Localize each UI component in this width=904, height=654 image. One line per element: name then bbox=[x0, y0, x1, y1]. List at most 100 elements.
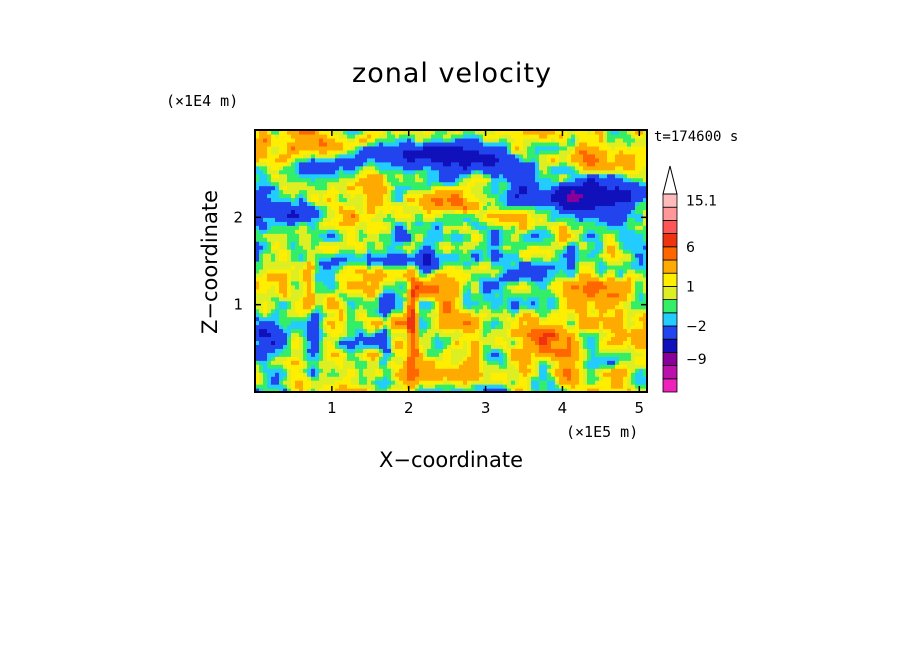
field-cell bbox=[555, 384, 560, 389]
field-cell bbox=[491, 364, 496, 369]
field-cell bbox=[323, 237, 328, 242]
field-cell bbox=[467, 300, 472, 306]
field-cell bbox=[447, 193, 452, 199]
field-cell bbox=[327, 189, 332, 195]
field-cell bbox=[455, 253, 460, 258]
field-cell bbox=[391, 380, 396, 385]
field-cell bbox=[407, 241, 412, 246]
field-cell bbox=[379, 261, 384, 266]
field-cell bbox=[591, 245, 596, 250]
field-cell bbox=[311, 213, 316, 218]
field-cell bbox=[575, 189, 580, 195]
field-cell bbox=[639, 376, 644, 381]
field-cell bbox=[339, 340, 344, 345]
field-cell bbox=[583, 300, 588, 306]
field-cell bbox=[271, 272, 276, 278]
field-cell bbox=[619, 221, 624, 226]
field-cell bbox=[347, 380, 352, 385]
field-cell bbox=[335, 308, 340, 314]
field-cell bbox=[323, 380, 328, 385]
field-cell bbox=[287, 201, 292, 207]
field-cell bbox=[275, 205, 280, 210]
field-cell bbox=[367, 364, 372, 369]
field-cell bbox=[603, 288, 608, 294]
field-cell bbox=[539, 352, 544, 357]
field-cell bbox=[627, 296, 632, 302]
field-cell bbox=[495, 388, 500, 393]
field-cell bbox=[495, 308, 500, 314]
field-cell bbox=[531, 245, 536, 250]
field-cell bbox=[287, 217, 292, 222]
field-cell bbox=[415, 356, 420, 361]
field-cell bbox=[571, 284, 576, 290]
field-cell bbox=[267, 364, 272, 369]
field-cell bbox=[315, 316, 320, 322]
field-cell bbox=[563, 332, 568, 338]
field-cell bbox=[523, 280, 528, 286]
field-cell bbox=[463, 249, 468, 254]
field-cell bbox=[607, 332, 612, 338]
field-cell bbox=[427, 296, 432, 302]
field-cell bbox=[523, 205, 528, 210]
field-cell bbox=[283, 272, 288, 278]
field-cell bbox=[551, 376, 556, 381]
field-cell bbox=[291, 205, 296, 210]
field-cell bbox=[371, 197, 376, 203]
field-cell bbox=[455, 360, 460, 365]
field-cell bbox=[527, 237, 532, 242]
field-cell bbox=[543, 376, 548, 381]
field-cell bbox=[363, 356, 368, 361]
field-cell bbox=[375, 356, 380, 361]
field-cell bbox=[419, 193, 424, 199]
field-cell bbox=[347, 229, 352, 234]
field-cell bbox=[451, 225, 456, 230]
field-cell bbox=[443, 237, 448, 242]
field-cell bbox=[339, 209, 344, 214]
field-cell bbox=[451, 229, 456, 234]
field-cell bbox=[591, 360, 596, 365]
field-cell bbox=[555, 348, 560, 353]
field-cell bbox=[463, 320, 468, 326]
field-cell bbox=[543, 209, 548, 214]
field-cell bbox=[363, 344, 368, 349]
field-cell bbox=[459, 384, 464, 389]
field-cell bbox=[411, 245, 416, 250]
field-cell bbox=[371, 296, 376, 302]
field-cell bbox=[487, 320, 492, 326]
field-cell bbox=[407, 253, 412, 258]
field-cell bbox=[499, 332, 504, 338]
field-cell bbox=[479, 272, 484, 278]
field-cell bbox=[331, 352, 336, 357]
field-cell bbox=[403, 320, 408, 326]
field-cell bbox=[639, 261, 644, 266]
field-cell bbox=[607, 312, 612, 318]
field-cell bbox=[327, 352, 332, 357]
field-cell bbox=[295, 388, 300, 393]
field-cell bbox=[507, 388, 512, 393]
field-cell bbox=[587, 312, 592, 318]
field-cell bbox=[619, 241, 624, 246]
field-cell bbox=[567, 245, 572, 250]
field-cell bbox=[503, 356, 508, 361]
field-cell bbox=[439, 284, 444, 290]
field-cell bbox=[603, 372, 608, 377]
field-cell bbox=[635, 300, 640, 306]
field-cell bbox=[459, 237, 464, 242]
field-cell bbox=[275, 288, 280, 294]
field-cell bbox=[547, 320, 552, 326]
field-cell bbox=[363, 300, 368, 306]
field-cell bbox=[459, 268, 464, 274]
field-cell bbox=[267, 360, 272, 365]
field-cell bbox=[303, 209, 308, 214]
field-cell bbox=[343, 320, 348, 326]
field-cell bbox=[643, 193, 648, 199]
field-cell bbox=[483, 217, 488, 222]
field-cell bbox=[523, 352, 528, 357]
field-cell bbox=[539, 300, 544, 306]
field-cell bbox=[355, 201, 360, 207]
field-cell bbox=[475, 197, 480, 203]
field-cell bbox=[587, 253, 592, 258]
field-cell bbox=[367, 280, 372, 286]
field-cell bbox=[495, 280, 500, 286]
field-cell bbox=[287, 268, 292, 274]
